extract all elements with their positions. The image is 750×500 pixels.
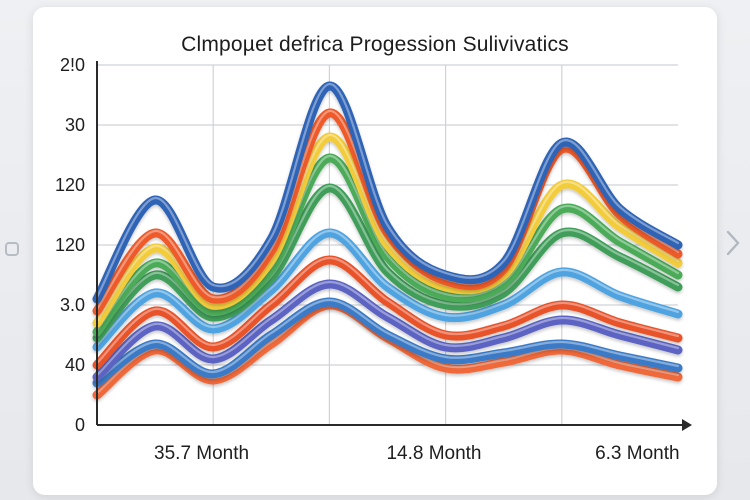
series-tube xyxy=(92,228,683,352)
series-highlight xyxy=(95,256,680,365)
series-tube xyxy=(92,183,683,343)
series-line-blue xyxy=(92,297,683,388)
y-tick-label: 0 xyxy=(75,415,85,435)
series-highlight xyxy=(95,280,680,377)
chart-card: Clmpoµet defrica Progession Sulivivatics… xyxy=(33,7,717,495)
series-line-purple-blue xyxy=(92,279,683,382)
series-highlight xyxy=(95,298,680,383)
y-tick-label: 2!0 xyxy=(60,55,85,75)
side-app-icon[interactable] xyxy=(4,240,22,258)
x-tick-label: 35.7 Month xyxy=(154,443,249,464)
series-highlight xyxy=(95,229,680,347)
x-axis-arrowhead xyxy=(682,419,692,431)
series-line-light-blue xyxy=(92,228,683,352)
series-line-dark-blue xyxy=(92,81,683,304)
series-line-red-orange xyxy=(92,255,683,370)
y-tick-label: 40 xyxy=(65,355,85,375)
y-tick-label: 30 xyxy=(65,115,85,135)
chevron-right-icon[interactable] xyxy=(724,228,742,258)
x-tick-label: 6.3 Month xyxy=(595,443,680,464)
series-tube xyxy=(92,255,683,370)
series-highlight xyxy=(95,82,680,299)
line-chart: 0 40 3.0 120 120 30 2!0 35.7 Month 14.8 Month 6.3… xyxy=(55,55,692,464)
y-tick-label: 120 xyxy=(55,175,85,195)
y-tick-label: 120 xyxy=(55,235,85,255)
chart-title: Clmpoµet defrica Progession Sulivivatics xyxy=(181,33,569,56)
series-tube xyxy=(92,297,683,388)
series-tube xyxy=(92,279,683,382)
x-tick-label: 14.8 Month xyxy=(386,443,481,464)
y-tick-label: 3.0 xyxy=(60,295,85,315)
